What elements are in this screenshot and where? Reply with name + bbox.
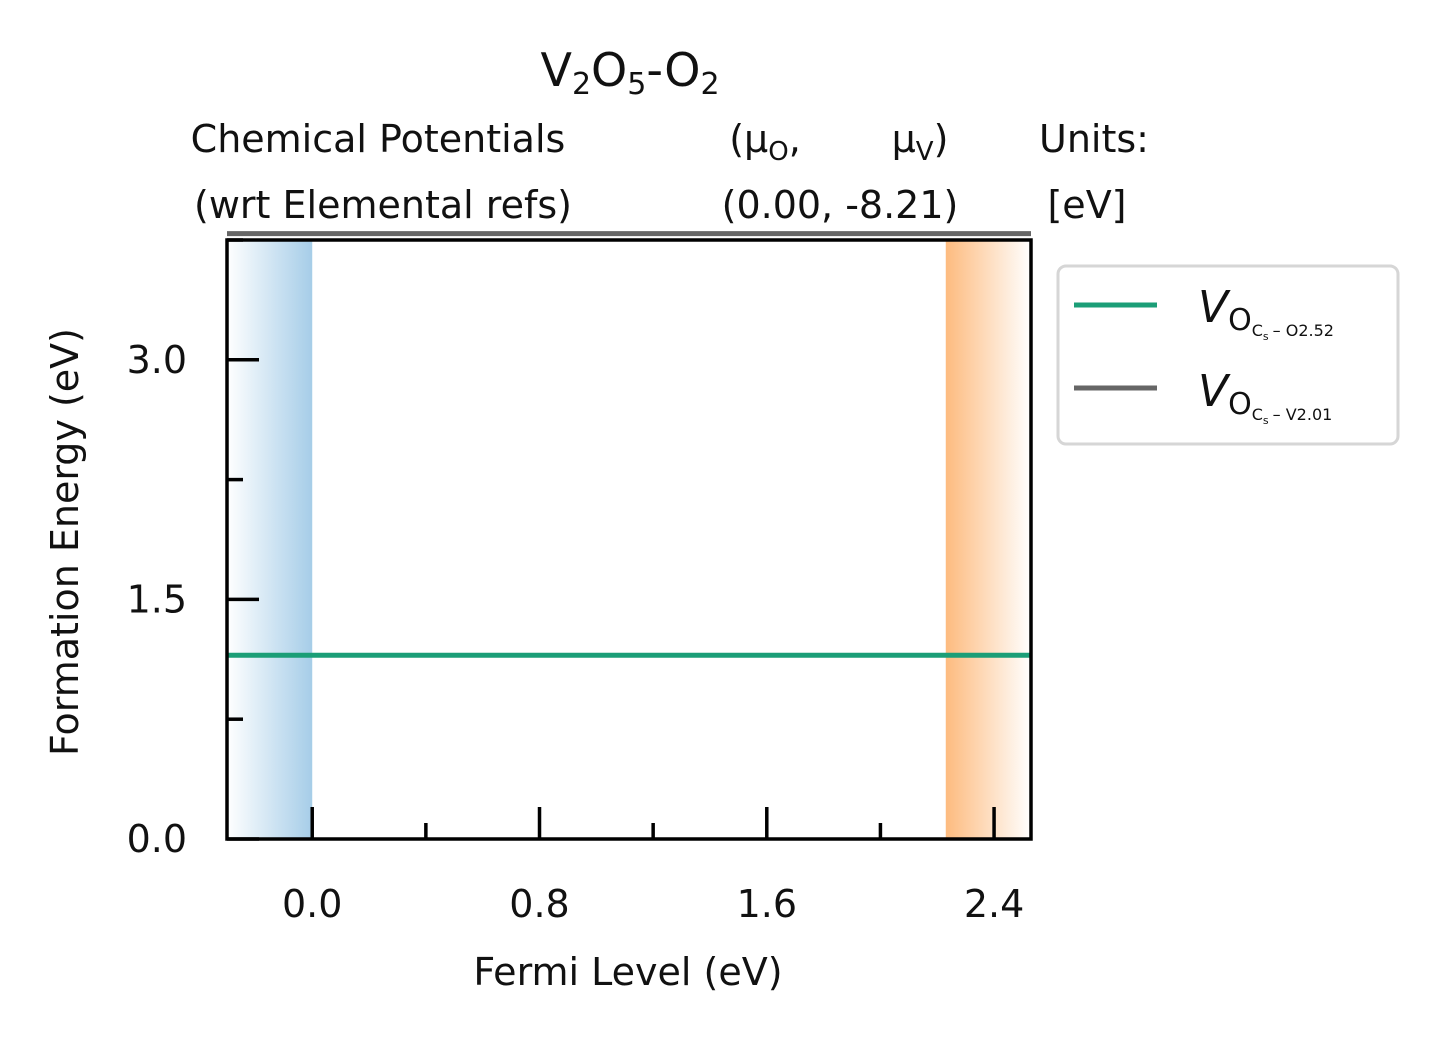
y-tick-label: 0.0: [127, 817, 187, 861]
valence-band-region: [227, 240, 313, 839]
x-axis-label: Fermi Level (eV): [473, 950, 782, 994]
x-tick-label: 1.6: [737, 882, 797, 926]
chem-potentials-values: (0.00, -8.21): [722, 183, 959, 227]
plot-frame: [225, 238, 1033, 841]
series-lines: [227, 231, 1031, 658]
y-tick-label: 1.5: [127, 577, 187, 621]
y-tick-label: 3.0: [127, 338, 187, 382]
x-tick-label: 0.0: [282, 882, 342, 926]
y-axis-label: Formation Energy (eV): [43, 328, 87, 756]
units-label-line2: [eV]: [1047, 183, 1126, 227]
units-label-line1: Units:: [1039, 117, 1149, 161]
chem-potentials-label-line1: Chemical Potentials: [191, 117, 566, 161]
conduction-band-region: [945, 240, 1031, 839]
mu-o-label: (μO,: [729, 117, 801, 167]
legend-label-vo-v201: VOCs – V2.01: [1198, 366, 1332, 427]
x-tick-label: 2.4: [964, 882, 1024, 926]
mu-v-label: μV): [892, 117, 949, 167]
chart-title: V2O5-O2: [540, 43, 719, 102]
legend-box: [1056, 264, 1400, 446]
legend: VOCs – O2.52 VOCs – V2.01: [1056, 264, 1400, 446]
x-tick-label: 0.8: [509, 882, 569, 926]
axis-ticks: 0.0 0.8 1.6 2.4 0.0 1.5 3.0: [127, 238, 1024, 926]
chem-potentials-label-line2: (wrt Elemental refs): [194, 183, 572, 227]
legend-label-vo-o252: VOCs – O2.52: [1198, 282, 1334, 343]
